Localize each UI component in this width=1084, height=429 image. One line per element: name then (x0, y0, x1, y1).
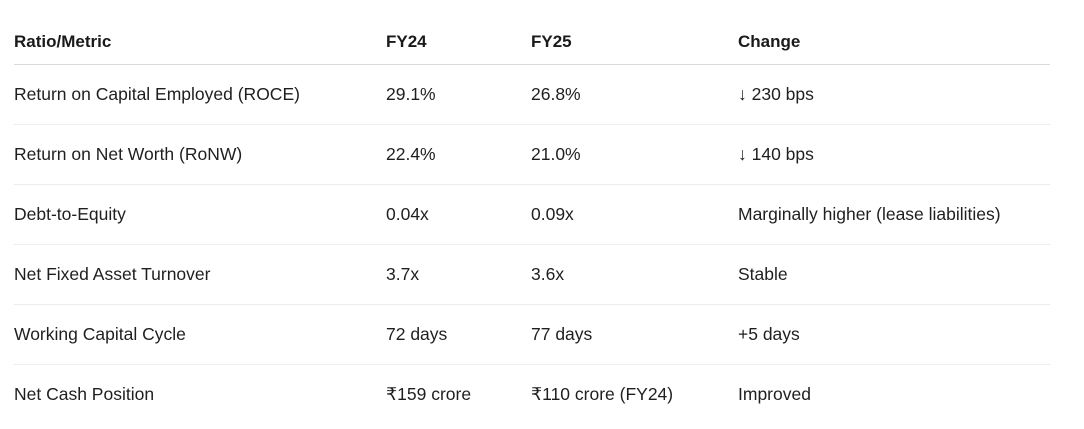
cell-fy24: 0.04x (386, 184, 531, 245)
cell-fy25: 0.09x (531, 184, 738, 245)
cell-fy24: 22.4% (386, 124, 531, 185)
financial-ratios-table-container: Ratio/Metric FY24 FY25 Change Return on … (14, 20, 1050, 424)
cell-metric: Return on Capital Employed (ROCE) (14, 64, 386, 125)
cell-fy25: 21.0% (531, 124, 738, 185)
financial-ratios-table: Ratio/Metric FY24 FY25 Change Return on … (14, 20, 1050, 424)
header-fy24: FY24 (386, 20, 531, 65)
cell-fy24: 72 days (386, 304, 531, 365)
cell-fy25: ₹110 crore (FY24) (531, 384, 674, 404)
table-row: Net Cash Position ₹159 crore ₹110 crore … (14, 365, 1050, 425)
cell-change: ↓ 230 bps (738, 64, 1050, 125)
table-row: Debt-to-Equity 0.04x 0.09x Marginally hi… (14, 184, 1050, 245)
cell-metric: Net Cash Position (14, 384, 155, 404)
cell-change: +5 days (738, 304, 1050, 365)
table-row: Working Capital Cycle 72 days 77 days +5… (14, 304, 1050, 365)
cell-change: Marginally higher (lease liabilities) (738, 184, 1050, 245)
cell-fy25: 26.8% (531, 64, 738, 125)
cell-fy24: 29.1% (386, 64, 531, 125)
cell-fy24: 3.7x (386, 244, 531, 305)
cell-metric: Debt-to-Equity (14, 184, 386, 245)
cell-metric: Net Fixed Asset Turnover (14, 244, 386, 305)
cell-change: ↓ 140 bps (738, 124, 1050, 185)
cell-change: Stable (738, 244, 1050, 305)
cell-fy25: 77 days (531, 304, 738, 365)
cell-change: Improved (738, 384, 811, 404)
header-change: Change (738, 20, 1050, 65)
table-body: Return on Capital Employed (ROCE) 29.1% … (14, 64, 1050, 425)
table-row: Return on Net Worth (RoNW) 22.4% 21.0% ↓… (14, 124, 1050, 185)
cell-fy24: ₹159 crore (386, 384, 472, 404)
table-row: Return on Capital Employed (ROCE) 29.1% … (14, 64, 1050, 125)
cell-metric: Working Capital Cycle (14, 304, 386, 365)
header-ratio-metric: Ratio/Metric (14, 20, 386, 65)
cell-metric: Return on Net Worth (RoNW) (14, 124, 386, 185)
header-row: Ratio/Metric FY24 FY25 Change (14, 20, 1050, 65)
table-header: Ratio/Metric FY24 FY25 Change (14, 20, 1050, 65)
header-fy25: FY25 (531, 20, 738, 65)
table-row: Net Fixed Asset Turnover 3.7x 3.6x Stabl… (14, 244, 1050, 305)
cell-fy25: 3.6x (531, 244, 738, 305)
